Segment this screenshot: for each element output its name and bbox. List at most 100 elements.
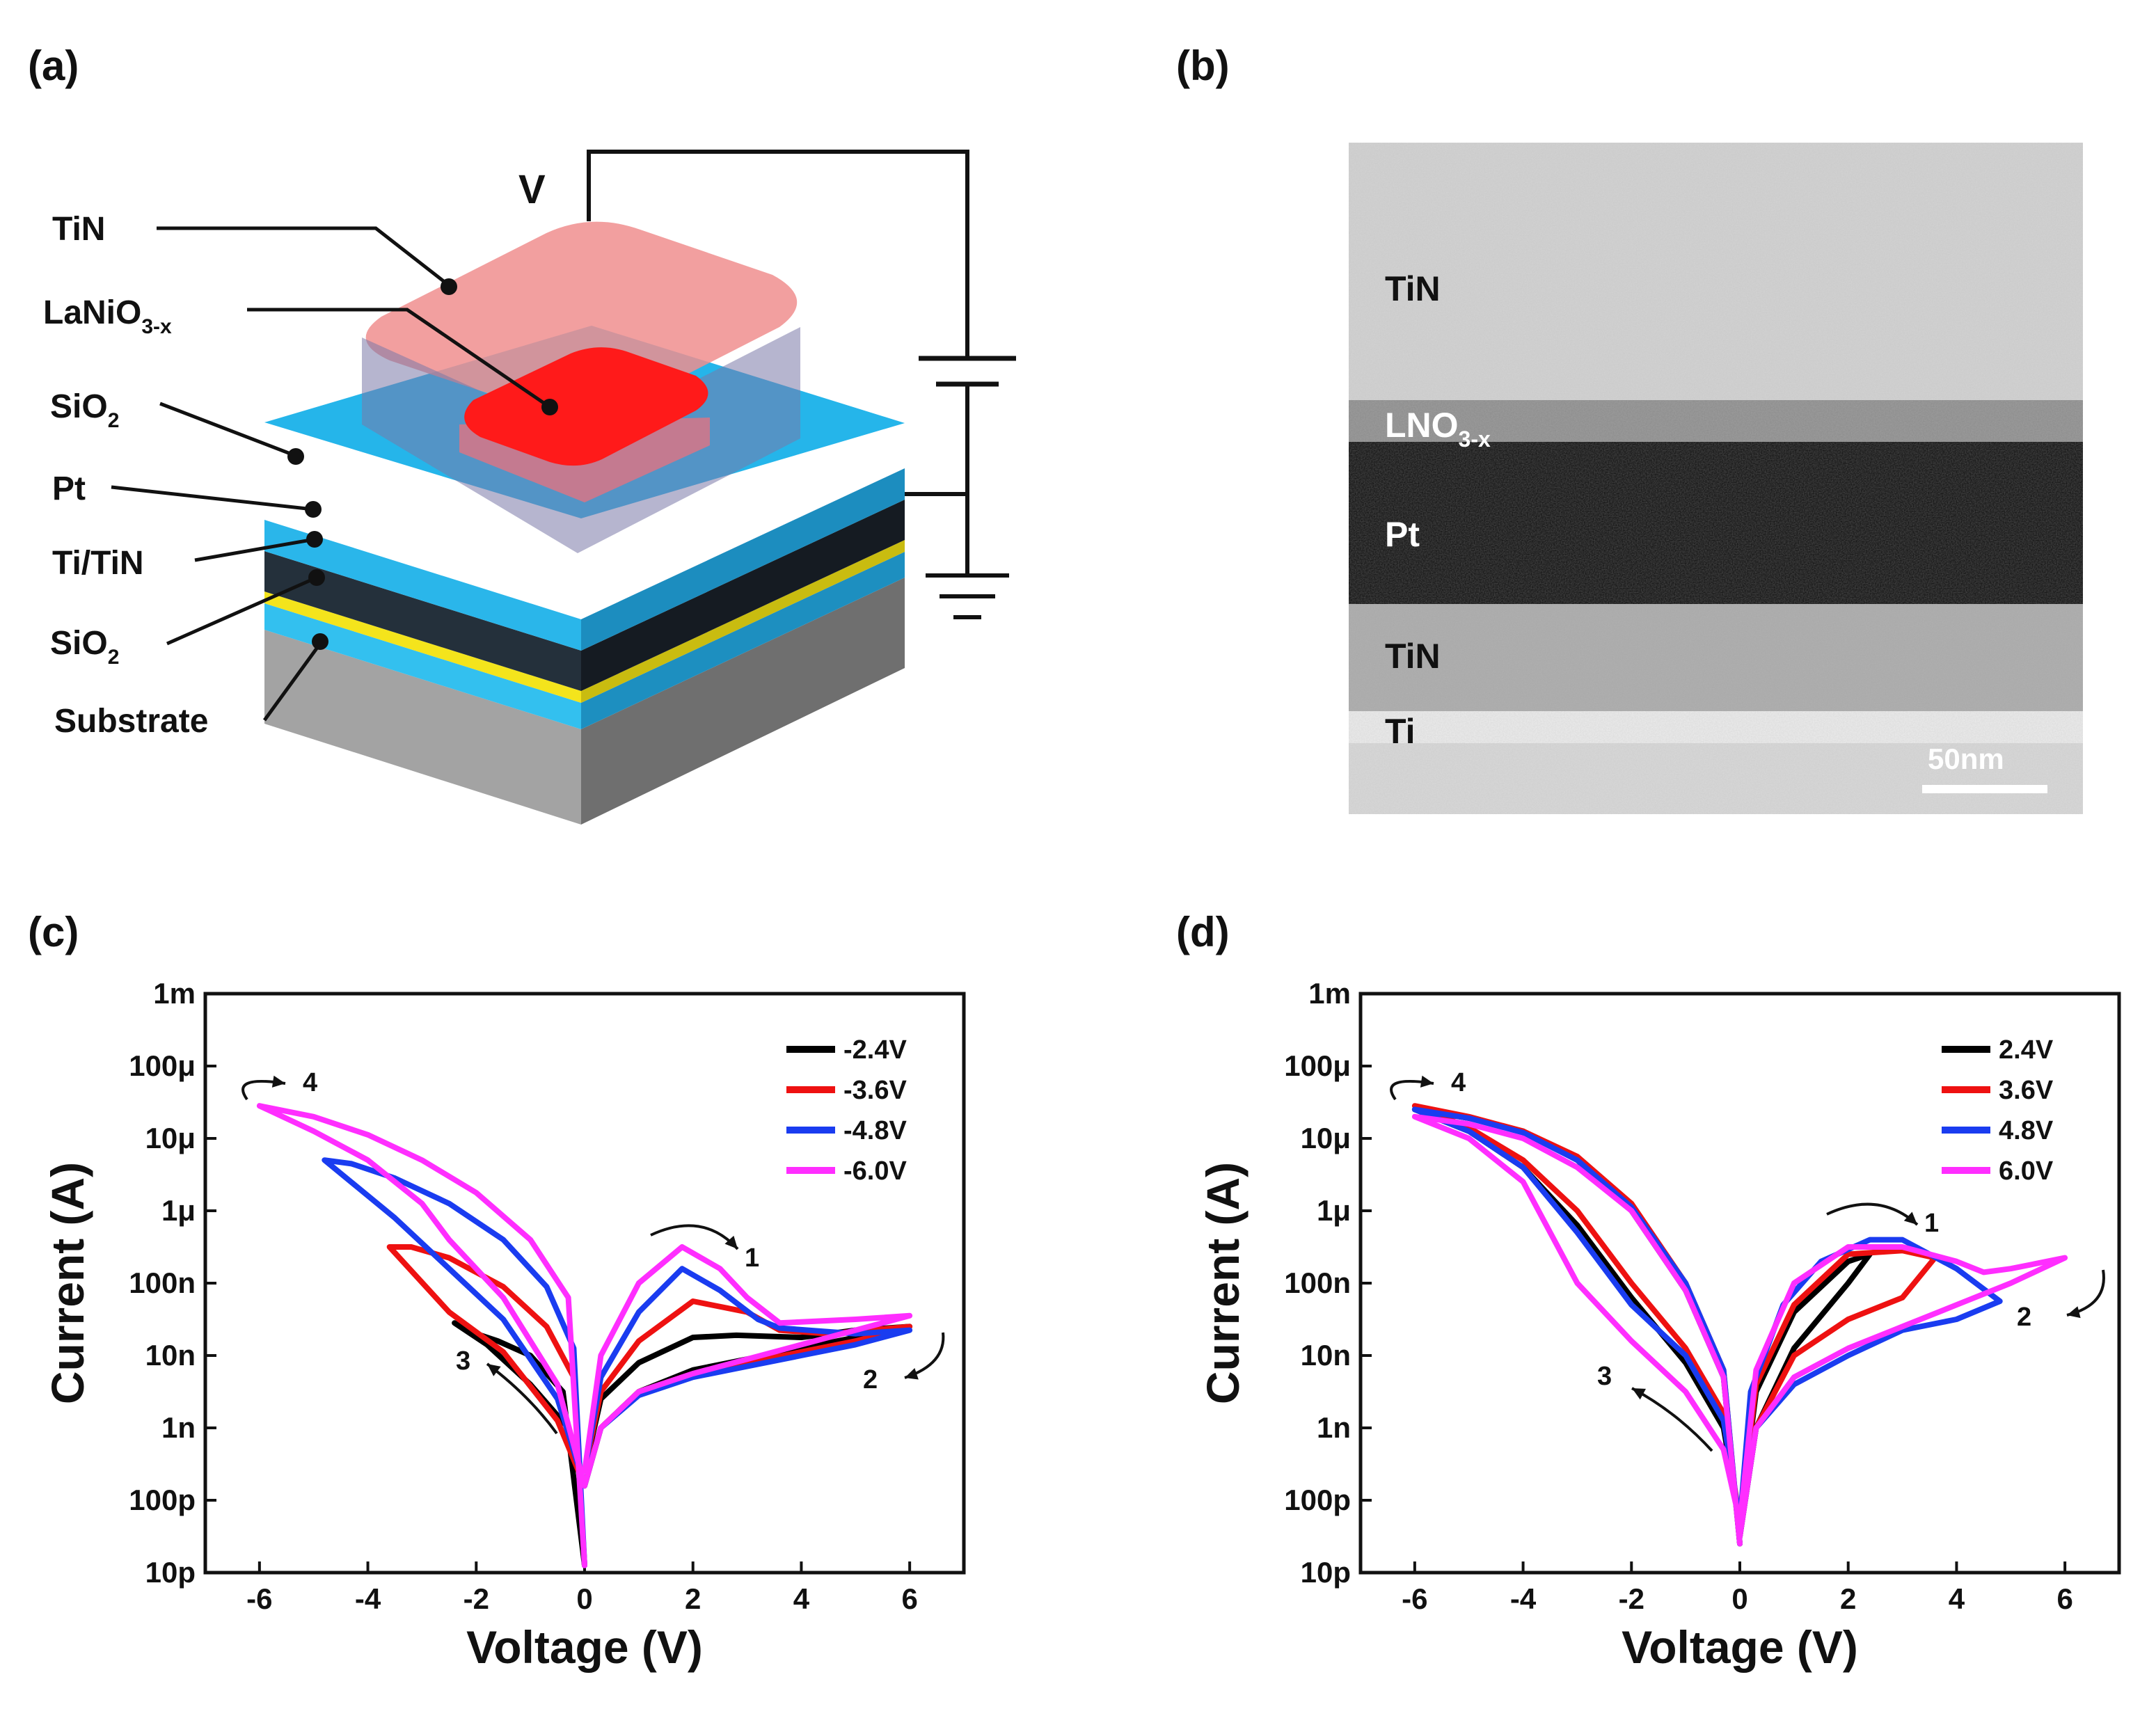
legend-label: -2.4V bbox=[843, 1035, 907, 1065]
series-line bbox=[386, 1244, 913, 1568]
legend-label: 4.8V bbox=[1999, 1116, 2054, 1145]
tem-lno-base: LNO bbox=[1385, 406, 1459, 445]
pt-right-face bbox=[581, 500, 905, 691]
x-tick-label: 6 bbox=[901, 1582, 917, 1615]
sweep-arrow-head bbox=[1420, 1075, 1434, 1088]
x-tick-label: 4 bbox=[1949, 1582, 1965, 1615]
tem-scale-bar bbox=[1922, 785, 2047, 793]
y-tick-label: 100p bbox=[129, 1484, 196, 1516]
sweep-step-label: 1 bbox=[1924, 1209, 1939, 1238]
layer-label-lanio3: LaNiO3-x bbox=[43, 294, 172, 338]
x-tick-label: 2 bbox=[685, 1582, 701, 1615]
layer-label-sio2-bottom: SiO2 bbox=[50, 625, 119, 669]
sweep-arrow-head bbox=[2067, 1306, 2081, 1319]
sweep-arrow bbox=[904, 1332, 945, 1379]
y-tick-label: 1m bbox=[1308, 977, 1351, 1010]
legend-label: -6.0V bbox=[843, 1156, 907, 1186]
tem-label-lno: LNO3-x bbox=[1385, 406, 1491, 452]
lower-sio2-right-face bbox=[581, 552, 905, 729]
y-tick-label: 100μ bbox=[129, 1049, 196, 1082]
x-tick-label: 2 bbox=[1840, 1582, 1856, 1615]
iv-chart-d: -6 -4 -2 0 2 4 6 10p 100p 1n 10n 100n 1μ 10μ 100μ 1m Vol… bbox=[1197, 977, 2121, 1673]
sweep-arrow-head bbox=[1903, 1211, 1917, 1225]
tem-label-ti: Ti bbox=[1385, 712, 1416, 751]
leader-ti-tin-dot bbox=[306, 531, 323, 548]
sio2-bottom-sub: 2 bbox=[108, 646, 120, 669]
y-tick-label: 100n bbox=[129, 1266, 196, 1299]
leader-sio2-top-dot bbox=[287, 448, 304, 465]
sweep-arrow-head bbox=[905, 1368, 919, 1380]
panel-label-a: (a) bbox=[28, 42, 79, 89]
y-tick-label: 10n bbox=[1301, 1339, 1351, 1372]
y-axis-title: Current (A) bbox=[1197, 1162, 1249, 1404]
sweep-step-label: 4 bbox=[303, 1068, 317, 1097]
leader-pt-dot bbox=[305, 501, 322, 518]
x-axis-title: Voltage (V) bbox=[1622, 1621, 1858, 1673]
series-line bbox=[256, 1103, 913, 1568]
x-tick-label: -4 bbox=[355, 1582, 381, 1615]
leader-tin-dot bbox=[441, 278, 457, 295]
iv-chart-c: -6 -4 -2 0 2 4 6 10p 100p 1n 10n 100n 1μ 10μ 100μ 1m Vol… bbox=[42, 977, 966, 1673]
substrate-right-face bbox=[581, 578, 905, 825]
y-tick-label: 10μ bbox=[1301, 1122, 1351, 1154]
leader-substrate bbox=[262, 642, 322, 722]
layer-label-substrate: Substrate bbox=[54, 703, 208, 740]
y-tick-label: 1n bbox=[161, 1411, 196, 1444]
sweep-arrow bbox=[1826, 1202, 1919, 1226]
tin-pad bbox=[365, 221, 798, 418]
panel-label-b: (b) bbox=[1176, 42, 1230, 89]
y-axis-title: Current (A) bbox=[42, 1162, 93, 1404]
lanio3-sub: 3-x bbox=[141, 315, 172, 338]
leader-sio2-bottom-dot bbox=[308, 569, 325, 586]
sweep-arrow-head bbox=[1632, 1388, 1646, 1400]
sweep-step-label: 3 bbox=[456, 1346, 470, 1376]
y-tick-label: 10n bbox=[145, 1339, 196, 1372]
y-tick-label: 100p bbox=[1284, 1484, 1351, 1516]
tem-image: TiN LNO3-x Pt TiN Ti 50nm bbox=[1349, 143, 2083, 814]
sio2-top-sub: 2 bbox=[108, 409, 120, 432]
lanio3-base: LaNiO bbox=[43, 294, 141, 331]
x-tick-label: -6 bbox=[1402, 1582, 1427, 1615]
leader-substrate-dot bbox=[312, 633, 328, 650]
sweep-step-label: 4 bbox=[1451, 1068, 1466, 1097]
tem-grain-overlay bbox=[1349, 143, 2083, 814]
x-tick-label: -2 bbox=[463, 1582, 489, 1615]
x-tick-label: 0 bbox=[1731, 1582, 1747, 1615]
sweep-step-label: 3 bbox=[1597, 1362, 1612, 1391]
leader-ti-tin bbox=[194, 537, 315, 562]
circuit-wire-top bbox=[587, 150, 969, 358]
y-tick-label: 100n bbox=[1284, 1266, 1351, 1299]
tem-label-pt: Pt bbox=[1385, 515, 1420, 554]
sweep-arrow bbox=[650, 1224, 739, 1250]
series-line bbox=[1411, 1106, 2003, 1547]
legend-label: 6.0V bbox=[1999, 1156, 2054, 1186]
legend-label: -3.6V bbox=[843, 1076, 907, 1105]
panel-label-c: (c) bbox=[28, 909, 79, 955]
sweep-arrow-head bbox=[271, 1075, 285, 1088]
x-tick-label: -2 bbox=[1619, 1582, 1644, 1615]
upper-sio2-right-face bbox=[581, 468, 905, 651]
sweep-arrow bbox=[2066, 1269, 2105, 1317]
y-tick-label: 1μ bbox=[1317, 1194, 1351, 1227]
y-tick-label: 1m bbox=[153, 977, 196, 1010]
tem-scale-bar-label: 50nm bbox=[1928, 742, 2004, 775]
x-tick-label: -6 bbox=[246, 1582, 272, 1615]
layer-label-ti-tin: Ti/TiN bbox=[52, 545, 144, 582]
sio2-bottom-base: SiO bbox=[50, 625, 108, 662]
leader-tin bbox=[157, 226, 450, 287]
layer-label-tin: TiN bbox=[52, 211, 105, 248]
x-tick-label: 6 bbox=[2056, 1582, 2072, 1615]
leader-lanio3 bbox=[247, 308, 551, 409]
layer-label-pt: Pt bbox=[52, 470, 86, 507]
legend-label: 3.6V bbox=[1999, 1076, 2054, 1105]
sweep-arrow-head bbox=[724, 1235, 738, 1249]
ti-tin-front-face bbox=[264, 591, 581, 703]
sio2-top-base: SiO bbox=[50, 388, 108, 425]
y-tick-label: 10p bbox=[1301, 1556, 1351, 1589]
voltage-label: V bbox=[518, 167, 546, 212]
pt-front-face bbox=[264, 551, 581, 691]
sweep-step-label: 1 bbox=[745, 1243, 759, 1273]
legend-label: 2.4V bbox=[1999, 1035, 2054, 1065]
layer-label-sio2-top: SiO2 bbox=[50, 388, 119, 432]
